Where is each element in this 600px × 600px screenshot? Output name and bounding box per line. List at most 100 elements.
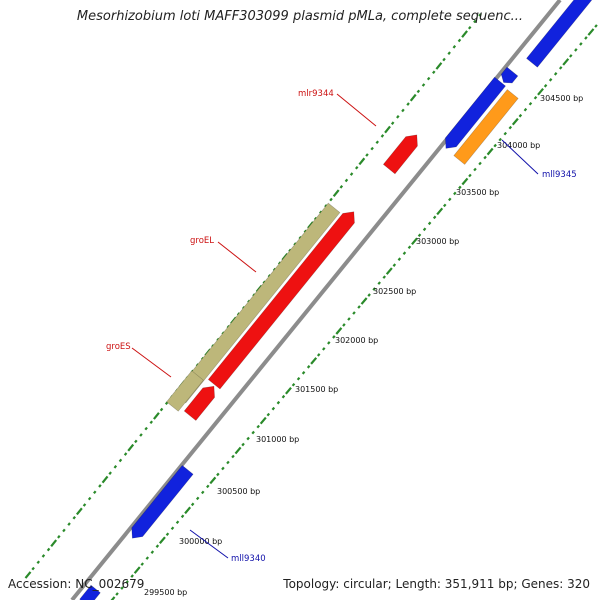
- tick-mark: [319, 210, 323, 215]
- tick-mark: [322, 347, 326, 351]
- tick-mark: [478, 161, 482, 166]
- leader-line: [189, 529, 229, 559]
- inner-tick-track: [110, 24, 598, 600]
- tick-mark: [435, 62, 443, 70]
- tick-mark: [108, 471, 112, 475]
- tick-mark: [266, 412, 271, 417]
- coordinate-label: 299500 bp: [144, 588, 187, 597]
- gene-bottom: [79, 584, 101, 600]
- tick-mark: [296, 376, 301, 381]
- tick-mark: [523, 107, 528, 112]
- tick-mark: [50, 539, 58, 547]
- tick-mark: [175, 520, 180, 525]
- tick-mark: [31, 566, 35, 571]
- tick-mark: [370, 146, 374, 151]
- tick-mark: [562, 58, 570, 66]
- tick-mark: [149, 420, 154, 425]
- tick-mark: [352, 311, 356, 315]
- tick-mark: [144, 426, 148, 431]
- tick-mark: [62, 528, 66, 533]
- gene-label-groES: groES: [106, 342, 131, 352]
- tick-mark: [271, 406, 276, 411]
- tick-mark: [390, 121, 395, 125]
- tick-mark: [448, 197, 452, 202]
- tick-mark: [221, 466, 225, 471]
- tick-mark: [401, 108, 405, 113]
- tick-mark: [335, 327, 343, 335]
- tick-mark: [67, 522, 71, 526]
- tick-mark: [134, 439, 138, 444]
- tick-mark: [75, 507, 83, 516]
- tick-mark: [409, 93, 417, 102]
- tick-mark: [558, 66, 563, 70]
- tick-mark: [473, 19, 477, 24]
- tick-mark: [349, 172, 354, 176]
- tick-mark: [139, 433, 143, 437]
- tick-mark: [158, 536, 166, 544]
- tick-mark: [324, 204, 328, 208]
- tick-mark: [281, 394, 286, 399]
- tick-mark: [98, 484, 102, 488]
- tick-mark: [291, 382, 296, 387]
- tick-mark: [402, 251, 407, 255]
- tick-mark: [426, 76, 431, 81]
- tick-mark: [342, 323, 346, 327]
- tick-mark: [478, 13, 482, 17]
- tick-mark: [246, 436, 250, 441]
- tick-mark: [461, 177, 469, 186]
- tick-mark: [468, 173, 472, 178]
- tick-mark: [226, 460, 230, 465]
- tick-mark: [306, 365, 311, 369]
- gene-mlr9344: [382, 134, 418, 175]
- gene-blue-c: [526, 0, 600, 68]
- tick-mark: [357, 305, 361, 309]
- tick-mark: [150, 550, 155, 554]
- tick-mark: [216, 472, 220, 477]
- tick-mark: [190, 502, 195, 507]
- tick-mark: [548, 78, 553, 82]
- tick-mark: [432, 215, 437, 220]
- tick-mark: [579, 42, 583, 46]
- tick-mark: [382, 275, 386, 279]
- tick-mark: [367, 293, 371, 297]
- tick-mark: [206, 484, 210, 489]
- tick-mark: [259, 416, 267, 425]
- coordinate-label: 303500 bp: [456, 188, 499, 197]
- tick-mark: [145, 556, 150, 560]
- tick-mark: [339, 185, 344, 189]
- tick-mark: [594, 24, 598, 28]
- tick-mark: [443, 203, 447, 208]
- topology-summary: Topology: circular; Length: 351,911 bp; …: [283, 577, 590, 591]
- coordinate-label: 300000 bp: [179, 537, 222, 546]
- tick-mark: [313, 216, 318, 221]
- tick-mark: [101, 475, 109, 484]
- tick-mark: [310, 357, 318, 365]
- coordinate-label: 301500 bp: [295, 385, 338, 394]
- gene-label-mll9345: mll9345: [542, 170, 577, 180]
- gene-groES-red: [183, 385, 215, 421]
- gene-blue-a: [445, 76, 506, 149]
- tick-mark: [380, 134, 385, 138]
- tick-mark: [120, 586, 124, 590]
- tick-mark: [436, 207, 444, 216]
- leader-line: [217, 241, 257, 273]
- tick-mark: [587, 28, 595, 36]
- tick-mark: [432, 70, 436, 75]
- tick-mark: [301, 371, 306, 375]
- coordinate-label: 302500 bp: [373, 287, 416, 296]
- coordinate-label: 303000 bp: [416, 237, 459, 246]
- tick-mark: [307, 221, 314, 229]
- tick-mark: [123, 452, 128, 456]
- leader-line: [131, 347, 172, 378]
- tick-mark: [285, 386, 292, 395]
- gene-labels: mlr9344 groEL groES mll9345 mll9340: [106, 89, 577, 564]
- tick-mark: [82, 503, 87, 507]
- tick-mark: [385, 267, 393, 275]
- gene-orange: [453, 89, 519, 165]
- tick-mark: [574, 48, 578, 52]
- coordinate-label: 302000 bp: [335, 336, 378, 345]
- tick-mark: [486, 147, 494, 156]
- tick-mark: [503, 131, 507, 136]
- gene-mll9340: [131, 464, 194, 539]
- tick-mark: [396, 115, 400, 119]
